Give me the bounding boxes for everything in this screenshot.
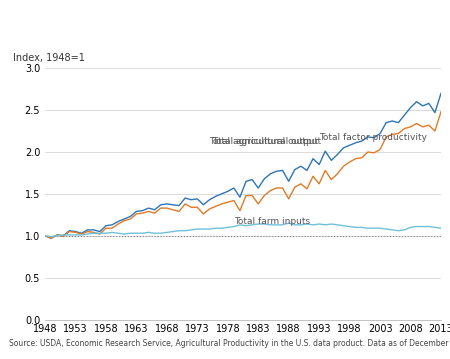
Text: Total agricultural output: Total agricultural output bbox=[212, 137, 322, 146]
Text: Index, 1948=1: Index, 1948=1 bbox=[14, 53, 85, 63]
Text: Total agricultural output: Total agricultural output bbox=[210, 137, 319, 146]
Text: Total farm inputs: Total farm inputs bbox=[234, 217, 310, 226]
Text: Total factor productivity: Total factor productivity bbox=[319, 133, 427, 142]
Text: Source: USDA, Economic Research Service, Agricultural Productivity in the U.S. d: Source: USDA, Economic Research Service,… bbox=[9, 339, 450, 349]
Text: U.S. agricultural output, inputs, and total factor productivity, 1948-2013: U.S. agricultural output, inputs, and to… bbox=[9, 9, 418, 37]
